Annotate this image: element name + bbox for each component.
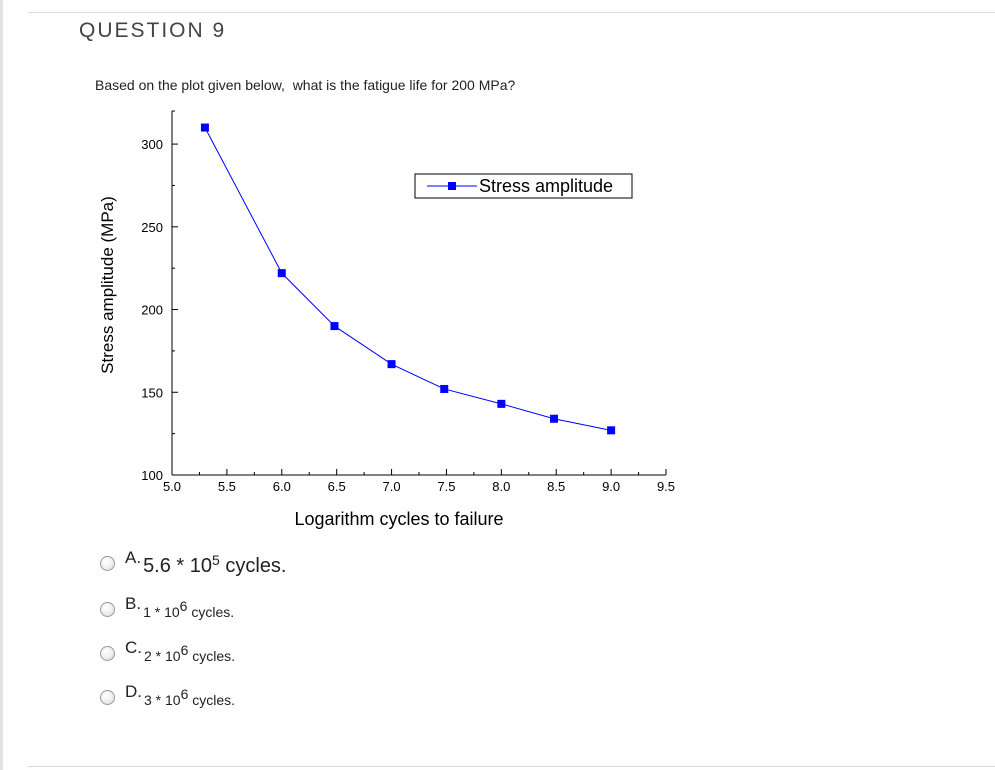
legend-label: Stress amplitude <box>479 176 613 196</box>
top-divider <box>28 12 995 13</box>
left-border <box>0 0 3 770</box>
x-tick-label: 9.0 <box>602 479 620 494</box>
option-d[interactable]: D. 3 * 106 cycles. <box>100 682 235 708</box>
option-c-radio[interactable] <box>100 646 115 661</box>
x-tick-label: 7.5 <box>437 479 455 494</box>
x-tick-label: 6.5 <box>328 479 346 494</box>
x-tick-label: 6.0 <box>273 479 291 494</box>
data-point <box>607 426 616 435</box>
option-b[interactable]: B. 1 * 106 cycles. <box>100 594 234 620</box>
option-a-radio[interactable] <box>100 556 115 571</box>
series-line <box>204 127 612 431</box>
y-tick-label: 300 <box>141 137 163 152</box>
data-point <box>550 414 559 423</box>
option-c-letter: C. <box>125 638 142 657</box>
option-b-radio[interactable] <box>100 602 115 617</box>
data-point <box>440 384 449 393</box>
data-point <box>277 269 286 278</box>
y-tick-label: 250 <box>141 220 163 235</box>
option-d-letter: D. <box>125 682 142 701</box>
x-tick-label: 9.5 <box>657 479 675 494</box>
option-b-text: 1 * 106 cycles. <box>143 597 235 620</box>
data-point <box>497 399 506 408</box>
stress-life-chart: 5.0 5.5 6.0 6.5 7.0 7.5 8.0 8.5 9.0 9.5 100 150 200 2… <box>98 110 675 529</box>
bottom-divider <box>28 766 995 767</box>
data-point <box>330 322 339 331</box>
x-tick-label: 8.0 <box>492 479 510 494</box>
option-d-radio[interactable] <box>100 690 115 705</box>
option-a-letter: A. <box>125 548 142 567</box>
option-c-text: 2 * 106 cycles. <box>144 641 236 664</box>
option-c[interactable]: C. 2 * 106 cycles. <box>100 638 235 664</box>
question-text: Based on the plot given below, what is t… <box>95 77 516 93</box>
data-point <box>200 123 209 132</box>
option-a-text: 5.6 * 105 cycles. <box>143 552 287 577</box>
x-axis-label: Logarithm cycles to failure <box>294 509 503 529</box>
y-tick-label: 200 <box>141 303 163 318</box>
question-title: QUESTION 9 <box>79 19 227 42</box>
y-tick-label: 100 <box>141 468 163 483</box>
x-tick-label: 5.0 <box>163 479 181 494</box>
x-tick-label: 7.0 <box>383 479 401 494</box>
data-point <box>387 360 396 369</box>
y-tick-label: 150 <box>141 385 163 400</box>
x-tick-label: 8.5 <box>547 479 565 494</box>
y-axis-label: Stress amplitude (MPa) <box>98 196 117 374</box>
x-tick-label: 5.5 <box>218 479 236 494</box>
option-a[interactable]: A. 5.6 * 105 cycles. <box>100 548 287 578</box>
legend-marker <box>448 182 456 190</box>
option-b-letter: B. <box>125 594 142 613</box>
option-d-text: 3 * 106 cycles. <box>144 685 236 708</box>
